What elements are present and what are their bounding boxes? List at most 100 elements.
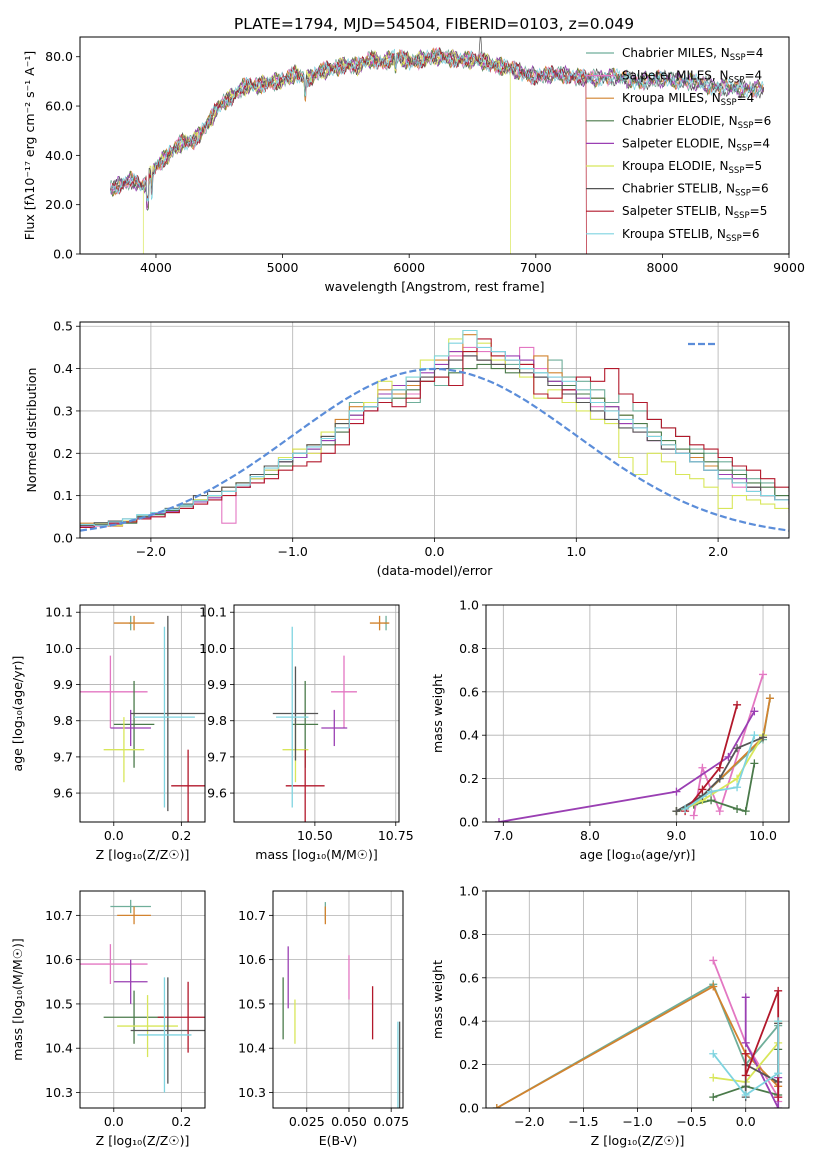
mw-z-ytick-label: 0.4 [459,1014,479,1029]
weight-marker [707,796,716,805]
weight-marker [715,763,724,772]
weight-marker [672,807,681,816]
residuals-plot-area [80,329,789,532]
mass-z-ytick-label: 10.3 [45,1085,73,1100]
normal-curve [80,367,789,532]
histogram-series [80,351,789,527]
mw-z-xtick-label: −1.5 [568,1114,598,1129]
age-z-ylabel: age [log₁₀(age/yr)] [10,656,25,772]
weight-marker [709,1049,718,1058]
legend-entry: Kroupa ELODIE, NSSP=5 [622,159,762,176]
mass-ebv-ytick-label: 10.4 [238,1041,266,1056]
histogram-series [80,346,789,527]
legend-n-prefix: , N [709,227,726,241]
weight-marker [774,1017,783,1026]
age-mass-plot-area [272,615,390,822]
residuals-ytick-label: 0.3 [53,403,73,418]
spectrum-line [110,48,765,202]
spectrum-axes: 4000 5000 6000 7000 8000 9000 0.0 20.0 40.0 60.0 8… [45,36,805,275]
weight-marker [750,731,759,740]
legend-subscript: SSP [736,143,752,153]
mass-z-ytick-label: 10.6 [45,952,73,967]
weight-marker [741,1071,750,1080]
weight-marker [774,1093,783,1102]
mw-age-axes: 7.0 8.0 9.0 10.0 0.0 0.2 0.4 0.6 0.8 1.0 [459,598,790,843]
legend-n: 4 [747,91,755,105]
weight-series [712,1021,780,1097]
residuals-axes: −2.0 −1.0 0.0 1.0 2.0 0.0 0.1 0.2 0.3 0.4 0.5 [53,319,790,559]
mw-z-ytick-label: 1.0 [459,884,479,899]
legend-model: Chabrier ELODIE [622,114,721,128]
residuals-ytick-label: 0.1 [53,488,73,503]
mw-z-xtick-label: −2.0 [514,1114,544,1129]
age-mass-ytick-label: 9.6 [207,786,227,801]
legend-n-prefix: , N [712,69,729,83]
mass-z-plot-area [80,899,205,1093]
spectrum-xtick-label: 7000 [520,260,552,275]
weight-marker [709,1093,718,1102]
legend-n: 4 [756,46,764,60]
legend-n: 6 [752,227,760,241]
legend-n: 6 [761,182,769,196]
weight-marker [733,700,742,709]
weight-marker [750,759,759,768]
legend-eq: = [742,227,752,241]
mw-z-xlabel: Z [log₁₀(Z/Z☉)] [591,1133,685,1148]
mw-z-xtick-label: −1.0 [622,1114,652,1129]
legend-n-prefix: , N [712,159,729,173]
legend-model: Salpeter ELODIE [622,136,720,150]
residuals-ytick-label: 0.2 [53,446,73,461]
spectrum-frame [79,36,790,255]
age-z-ytick-label: 10.1 [45,605,73,620]
mass-ebv-xlabel: E(B-V) [319,1133,358,1148]
age-mass-ytick-label: 9.8 [207,713,227,728]
spectrum-xtick-label: 5000 [267,260,299,275]
spectrum-ylabel: Flux [fλ10⁻¹⁷ erg cm⁻² s⁻¹ A⁻¹] [22,51,37,240]
weight-marker [765,694,774,703]
mw-age-ytick-label: 0.6 [459,684,479,699]
mass-ebv-xtick-label: 0.075 [373,1114,409,1129]
mw-age-xtick-label: 10.0 [749,828,777,843]
mw-age-ytick-label: 1.0 [459,598,479,613]
age-z-xlabel: Z [log₁₀(Z/Z☉)] [96,847,190,862]
legend-n-prefix: , N [720,136,737,150]
legend-subscript: SSP [734,211,750,221]
spectrum-xtick-label: 8000 [646,260,678,275]
mass-ebv-plot-area [282,902,401,1108]
legend-entry: Kroupa STELIB, NSSP=6 [622,227,760,244]
age-z-axes: 0.0 0.2 9.6 9.7 9.8 9.9 10.0 10.1 [45,604,206,843]
spectrum-ytick-label: 0.0 [53,247,73,262]
spectrum-ytick-label: 80.0 [45,49,73,64]
legend-subscript: SSP [735,189,751,199]
mw-age-ytick-label: 0.4 [459,728,479,743]
legend-n: 5 [755,159,763,173]
mw-z-xtick-label: 0.0 [736,1114,756,1129]
weight-marker [494,818,503,822]
legend-entry: Salpeter ELODIE, NSSP=4 [622,136,770,153]
legend-n: 6 [764,114,772,128]
mw-z-ytick-label: 0.0 [459,1101,479,1116]
histogram-series [80,363,789,526]
weight-series [496,983,779,1108]
mass-z-ytick-label: 10.5 [45,996,73,1011]
mass-ebv-axes: 0.025 0.050 0.075 10.3 10.4 10.5 10.6 10.7 [238,890,409,1129]
spectrum-ytick-label: 60.0 [45,99,73,114]
age-z-ytick-label: 9.8 [53,713,73,728]
legend-subscript: SSP [726,234,742,244]
mass-ebv-xtick-label: 0.025 [289,1114,325,1129]
weight-marker [741,1090,750,1099]
mw-age-ytick-label: 0.0 [459,815,479,830]
mw-age-ylabel: mass weight [430,674,445,753]
spectrum-xtick-label: 6000 [393,260,425,275]
legend-subscript: SSP [729,166,745,176]
age-mass-xtick-label: 10.75 [378,828,414,843]
legend-entry: Salpeter STELIB, NSSP=5 [622,204,767,221]
age-z-ytick-label: 10.0 [45,641,73,656]
weight-marker [774,986,783,995]
weight-marker [492,1104,501,1108]
legend-model: Kroupa MILES [622,91,704,105]
mass-z-ylabel: mass [log₁₀(M/M☉)] [10,938,25,1060]
mw-z-ytick-label: 0.8 [459,927,479,942]
legend-entry: Chabrier STELIB, NSSP=6 [622,182,769,199]
